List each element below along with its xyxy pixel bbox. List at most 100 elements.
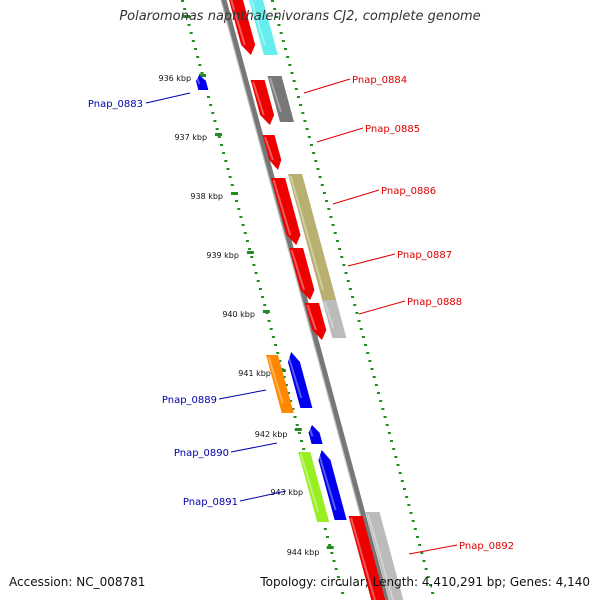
gene-labels: Pnap_0883 Pnap_0884 Pnap_0885 Pnap_0886 Pnap… (88, 75, 514, 555)
tick-dot (398, 472, 402, 474)
tick-dot (361, 336, 365, 338)
tick-dot (293, 416, 297, 418)
feature-shine (299, 453, 320, 513)
gene-label: Pnap_0884 (352, 75, 407, 86)
cds-feature (289, 248, 315, 300)
gene-leader-line (303, 78, 351, 94)
tick-dot (334, 568, 338, 570)
tick-dot (390, 440, 394, 442)
tick-dot (181, 0, 184, 2)
tick-dot (290, 72, 294, 74)
tick-dot (385, 424, 389, 426)
tick-dot (254, 272, 258, 274)
cds-feature (304, 303, 327, 340)
kbp-tick-label: 944 kbp (287, 548, 320, 557)
gene-leader-line (408, 544, 458, 555)
tick-dot (200, 72, 204, 74)
tick-dot (355, 312, 359, 314)
tick-dot (336, 576, 340, 578)
tick-dot (297, 432, 301, 434)
feature-shine (367, 513, 394, 600)
tick-dot (252, 264, 256, 266)
feature-shine (308, 426, 314, 437)
feature-shine (267, 356, 284, 404)
tick-dot (222, 152, 226, 154)
tick-dot (226, 168, 230, 170)
tick-dot (323, 528, 327, 530)
kbp-labels: 936 kbp 937 kbp 938 kbp 939 kbp 940 kbp 941 k… (158, 74, 319, 557)
tick-dot (403, 488, 407, 490)
tick-dot (237, 208, 241, 210)
cds-feature (308, 425, 323, 444)
tick-dot (387, 432, 391, 434)
kbp-tick-label: 938 kbp (190, 192, 223, 201)
tick-dot (418, 544, 422, 546)
tick-dot (230, 184, 234, 186)
tick-dot (366, 352, 370, 354)
tick-dot (211, 112, 215, 114)
cds-feature (262, 135, 282, 170)
misc-feature (266, 355, 294, 413)
tick-dot (431, 592, 435, 594)
genome-summary-text: Topology: circular; Length: 4,410,291 bp… (260, 575, 590, 589)
misc-feature (288, 174, 337, 300)
tick-dot (307, 136, 311, 138)
cds-feature (348, 516, 386, 600)
backbone-highlight (220, 0, 384, 600)
tick-dot (189, 32, 193, 34)
gene-leader-line (332, 189, 380, 205)
misc-feature (365, 512, 404, 600)
backbone (220, 0, 389, 600)
tick-dot (327, 208, 331, 210)
major-tick (326, 546, 334, 549)
tick-dot (243, 232, 247, 234)
tick-dot (271, 0, 274, 2)
tick-dot (422, 560, 426, 562)
tick-dot (213, 120, 217, 122)
tick-dot (196, 56, 200, 58)
gene-leader-line (230, 442, 278, 453)
feature-shine (230, 0, 246, 46)
tick-dot (342, 264, 346, 266)
tick-dot (261, 296, 265, 298)
feature-shine (250, 0, 266, 46)
tick-dot (198, 64, 202, 66)
tick-dot (424, 568, 428, 570)
tick-dot (281, 40, 285, 42)
tick-dot (267, 320, 271, 322)
tick-dot (405, 496, 409, 498)
tick-dot (299, 104, 303, 106)
feature-shine (195, 76, 201, 85)
feature-shine (317, 451, 337, 511)
tick-dot (296, 96, 300, 98)
misc-feature (298, 452, 330, 522)
tick-dot (193, 48, 197, 50)
tick-dot (341, 592, 345, 594)
tick-dot (284, 384, 288, 386)
cds-feature (195, 75, 209, 90)
tick-dot (258, 288, 262, 290)
tick-dot (368, 360, 372, 362)
tick-dot (396, 464, 400, 466)
misc-feature (267, 76, 295, 122)
tick-dot (191, 40, 195, 42)
tick-dot (206, 96, 210, 98)
kbp-tick-label: 937 kbp (174, 133, 207, 142)
tick-dot (277, 24, 281, 26)
gene-leader-line (347, 253, 396, 267)
feature-shine (350, 517, 376, 600)
backbone-line (221, 0, 389, 600)
accession-text: Accession: NC_008781 (9, 575, 146, 589)
tick-dot (344, 272, 348, 274)
gene-leader-line (239, 490, 287, 502)
tick-dot (335, 240, 339, 242)
major-tick (214, 133, 222, 136)
tick-dot (415, 536, 419, 538)
tick-dot (217, 136, 221, 138)
feature-shine (323, 301, 335, 329)
tick-dot (256, 280, 260, 282)
tick-dot (411, 520, 415, 522)
tick-dot (428, 584, 432, 586)
tick-dot (292, 80, 296, 82)
gene-label: Pnap_0883 (88, 99, 143, 110)
